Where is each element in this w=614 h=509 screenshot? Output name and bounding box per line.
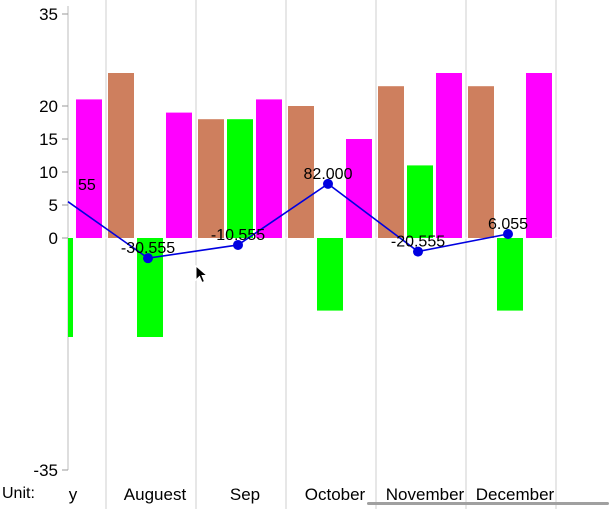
- y-tick-label: 0: [49, 229, 58, 248]
- x-axis-labels: y Auguest Sep October November December: [69, 485, 555, 504]
- y-tick-label: -35: [33, 461, 58, 480]
- x-category-label: October: [305, 485, 366, 504]
- mouse-pointer-icon: [195, 265, 209, 284]
- bar: [526, 73, 552, 238]
- y-tick-label: 10: [39, 163, 58, 182]
- bar: [198, 119, 224, 238]
- bar: [108, 73, 134, 238]
- y-tick-label: 20: [39, 97, 58, 116]
- line-point: [233, 239, 243, 250]
- line-point-label: 6.055: [488, 216, 528, 233]
- bar: [468, 86, 494, 238]
- x-category-label: November: [386, 485, 465, 504]
- data-labels: 55 -30.555 -10.555 82.000 -20.555 6.055: [78, 166, 528, 257]
- bar: [166, 112, 192, 238]
- bar: [407, 165, 433, 238]
- line-point: [143, 253, 153, 264]
- line-point: [413, 246, 423, 257]
- bar: [436, 73, 462, 238]
- y-tick-label: 35: [39, 5, 58, 24]
- x-category-label: Sep: [230, 485, 260, 504]
- unit-label: Unit:: [2, 485, 35, 502]
- x-category-label: December: [476, 485, 555, 504]
- y-tick-label: 5: [49, 196, 58, 215]
- bar: [68, 238, 73, 337]
- bar-series: [68, 73, 552, 337]
- line-point-label: 55: [78, 177, 96, 194]
- bar: [378, 86, 404, 238]
- bar: [497, 238, 523, 311]
- bar: [346, 139, 372, 238]
- line-point-label: 82.000: [304, 166, 353, 183]
- x-category-label: y: [69, 485, 78, 504]
- y-tick-label: 15: [39, 130, 58, 149]
- line-series: [67, 178, 513, 264]
- line-point: [323, 178, 333, 189]
- line-path: [67, 182, 509, 260]
- bar: [288, 106, 314, 238]
- line-point: [503, 229, 513, 240]
- bar: [76, 99, 102, 239]
- line-point-label: -10.555: [211, 227, 265, 244]
- x-category-label: Auguest: [124, 485, 187, 504]
- line-point-label: -20.555: [391, 234, 445, 251]
- category-gridlines: [105, 0, 557, 509]
- bar: [256, 99, 282, 239]
- bar: [317, 238, 343, 311]
- bar: [227, 119, 253, 238]
- horizontal-scrollbar[interactable]: [367, 502, 609, 505]
- line-point-label: -30.555: [121, 240, 175, 257]
